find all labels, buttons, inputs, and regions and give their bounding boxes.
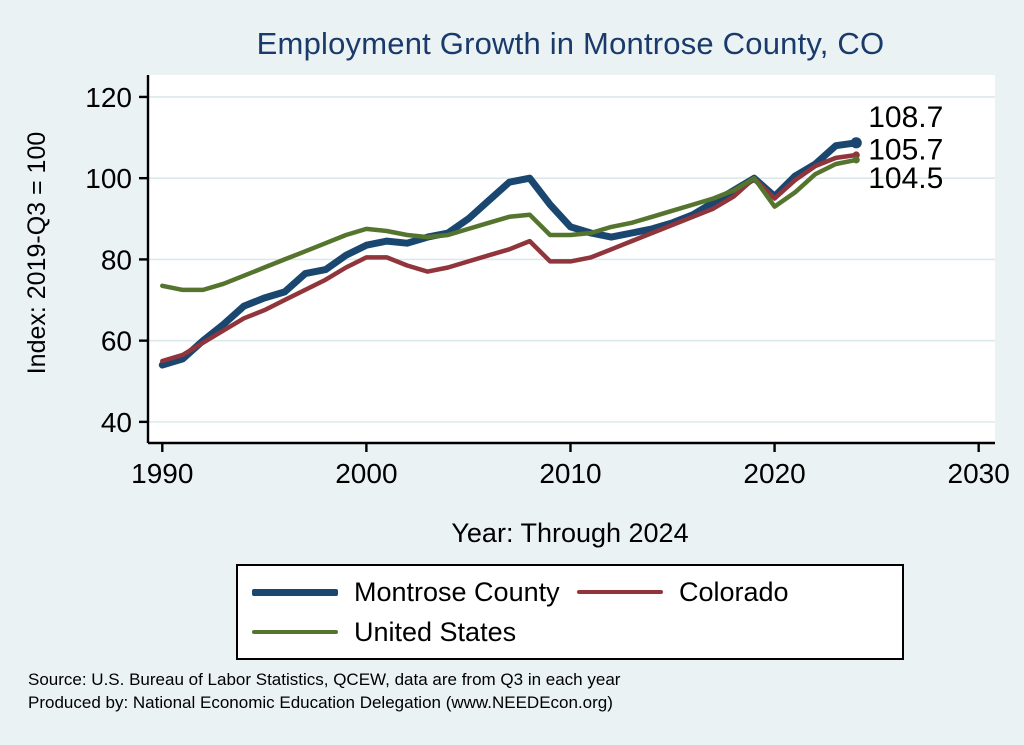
produced-by-note: Produced by: National Economic Education…	[28, 693, 613, 712]
legend-label-montrose-county: Montrose County	[354, 576, 560, 607]
legend-label-united-states: United States	[354, 616, 517, 647]
svg-text:1990: 1990	[131, 458, 193, 489]
legend: Montrose County Colorado United States	[236, 564, 904, 660]
legend-label-colorado: Colorado	[679, 576, 789, 607]
footnotes: Source: U.S. Bureau of Labor Statistics,…	[28, 668, 988, 714]
svg-text:105.7: 105.7	[868, 134, 943, 167]
x-axis-label: Year: Through 2024	[451, 518, 689, 548]
legend-row-2: United States	[252, 612, 902, 652]
svg-text:2030: 2030	[948, 458, 1010, 489]
page-title: Employment Growth in Montrose County, CO	[256, 26, 885, 61]
svg-text:2020: 2020	[743, 458, 805, 489]
svg-text:104.5: 104.5	[868, 162, 943, 195]
y-axis-label: Index: 2019-Q3 = 100	[23, 131, 51, 375]
svg-text:40: 40	[101, 407, 132, 438]
svg-text:2010: 2010	[539, 458, 601, 489]
united-states-line-swatch	[252, 629, 338, 635]
legend-item-colorado: Colorado	[577, 577, 902, 608]
svg-text:80: 80	[101, 244, 132, 275]
montrose-county-line-swatch	[252, 588, 338, 596]
source-note: Source: U.S. Bureau of Labor Statistics,…	[28, 670, 621, 689]
legend-item-united-states: United States	[252, 617, 654, 648]
svg-text:100: 100	[85, 163, 132, 194]
svg-text:60: 60	[101, 326, 132, 357]
legend-item-montrose-county: Montrose County	[252, 577, 577, 608]
colorado-line-swatch	[577, 589, 663, 595]
svg-text:120: 120	[85, 82, 132, 113]
legend-row-1: Montrose County Colorado	[252, 572, 902, 612]
svg-text:108.7: 108.7	[868, 101, 943, 134]
svg-text:2000: 2000	[335, 458, 397, 489]
